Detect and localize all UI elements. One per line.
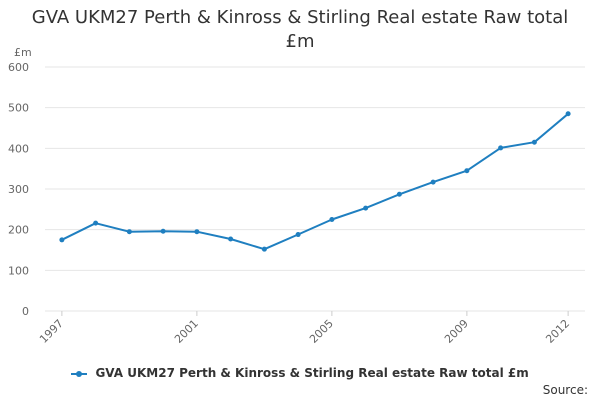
data-point-2004 <box>295 232 301 238</box>
line-chart: £m 0 100 200 300 400 500 600 1997 2001 2005 2009 2… <box>8 46 585 346</box>
x-tick-label-2001: 2001 <box>172 317 201 346</box>
y-tick-label-200: 200 <box>8 224 29 237</box>
data-point-2009 <box>464 168 470 174</box>
y-tick-label-500: 500 <box>8 102 29 115</box>
y-tick-label-300: 300 <box>8 183 29 196</box>
legend-series-label: GVA UKM27 Perth & Kinross & Stirling Rea… <box>95 366 529 380</box>
gridlines <box>45 66 585 312</box>
data-point-2003 <box>261 246 267 252</box>
y-tick-label-0: 0 <box>22 305 29 318</box>
data-point-2006 <box>363 205 369 211</box>
legend-dot-marker <box>76 370 83 377</box>
y-tick-label-600: 600 <box>8 61 29 74</box>
data-point-2008 <box>430 179 436 185</box>
data-point-2001 <box>194 229 200 235</box>
y-tick-label-100: 100 <box>8 264 29 277</box>
y-tick-label-400: 400 <box>8 142 29 155</box>
data-point-2007 <box>396 191 402 197</box>
data-point-2012 <box>565 111 571 117</box>
data-series <box>59 111 571 252</box>
x-tick-label-2012: 2012 <box>543 317 572 346</box>
x-axis-ticks: 1997 2001 2005 2009 2012 <box>37 311 572 346</box>
data-point-2002 <box>228 236 234 242</box>
data-point-2005 <box>329 217 335 222</box>
x-tick-label-2005: 2005 <box>307 317 336 346</box>
data-point-1999 <box>126 229 132 235</box>
series-line-0 <box>61 113 569 251</box>
x-tick-label-1997: 1997 <box>37 317 66 346</box>
data-point-2000 <box>160 228 166 234</box>
data-point-1997 <box>59 237 65 243</box>
chart-title: GVA UKM27 Perth & Kinross & Stirling Rea… <box>31 7 569 52</box>
data-point-2011 <box>531 139 537 145</box>
y-axis-ticks: 0 100 200 300 400 500 600 <box>8 61 29 318</box>
x-tick-label-2009: 2009 <box>442 317 471 346</box>
y-axis-unit-label: £m <box>14 46 32 59</box>
data-point-1998 <box>93 220 99 226</box>
legend[interactable]: GVA UKM27 Perth & Kinross & Stirling Rea… <box>0 366 600 380</box>
source-label: Source: <box>542 383 588 397</box>
legend-swatch <box>71 369 88 379</box>
data-point-2010 <box>498 145 504 151</box>
